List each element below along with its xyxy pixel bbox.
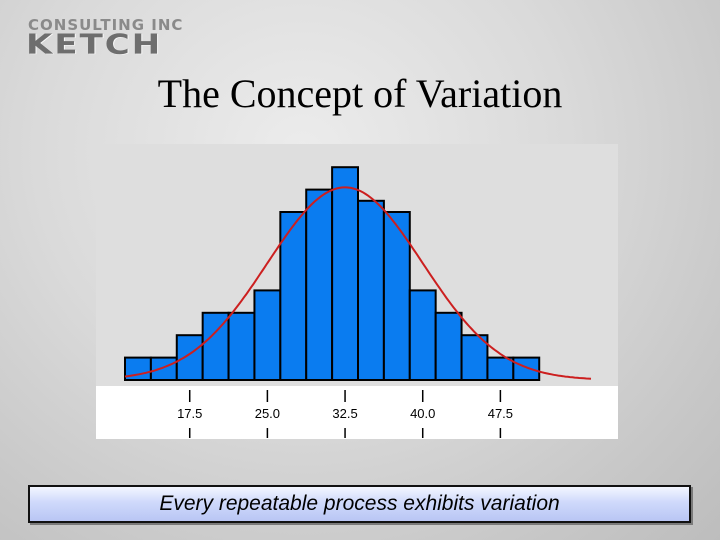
slide-title: The Concept of Variation bbox=[157, 71, 563, 116]
histogram-bar bbox=[331, 166, 360, 382]
caption-text: Every repeatable process exhibits variat… bbox=[159, 492, 560, 515]
normal-fit-curve bbox=[124, 186, 592, 380]
histogram-bar bbox=[175, 334, 204, 381]
histogram-bar bbox=[279, 211, 308, 381]
company-logo: CONSULTING INC KETCH bbox=[26, 14, 198, 66]
caption-box: Every repeatable process exhibits variat… bbox=[28, 485, 691, 523]
x-tick-label: 47.5 bbox=[488, 406, 513, 421]
histogram-bar bbox=[305, 188, 334, 381]
x-tick-label: 17.5 bbox=[177, 406, 202, 421]
histogram-bar bbox=[408, 289, 437, 381]
histogram-bar bbox=[227, 311, 256, 381]
histogram-chart: 17.5 25.0 32.5 40.0 47.5 bbox=[96, 144, 618, 439]
histogram-bar bbox=[460, 334, 489, 381]
x-tick-label: 40.0 bbox=[410, 406, 435, 421]
histogram-bar bbox=[486, 356, 515, 382]
x-tick-label: 32.5 bbox=[332, 406, 357, 421]
histogram-bar bbox=[253, 289, 282, 381]
x-tick-label: 25.0 bbox=[255, 406, 280, 421]
histogram-bar bbox=[149, 356, 178, 382]
axis-area bbox=[96, 386, 618, 439]
logo-main-text: KETCH bbox=[26, 28, 163, 61]
logo-top-text: CONSULTING INC bbox=[28, 16, 184, 34]
histogram-bar bbox=[512, 356, 541, 382]
histogram-bar bbox=[434, 311, 463, 381]
histogram-bar bbox=[357, 199, 385, 381]
